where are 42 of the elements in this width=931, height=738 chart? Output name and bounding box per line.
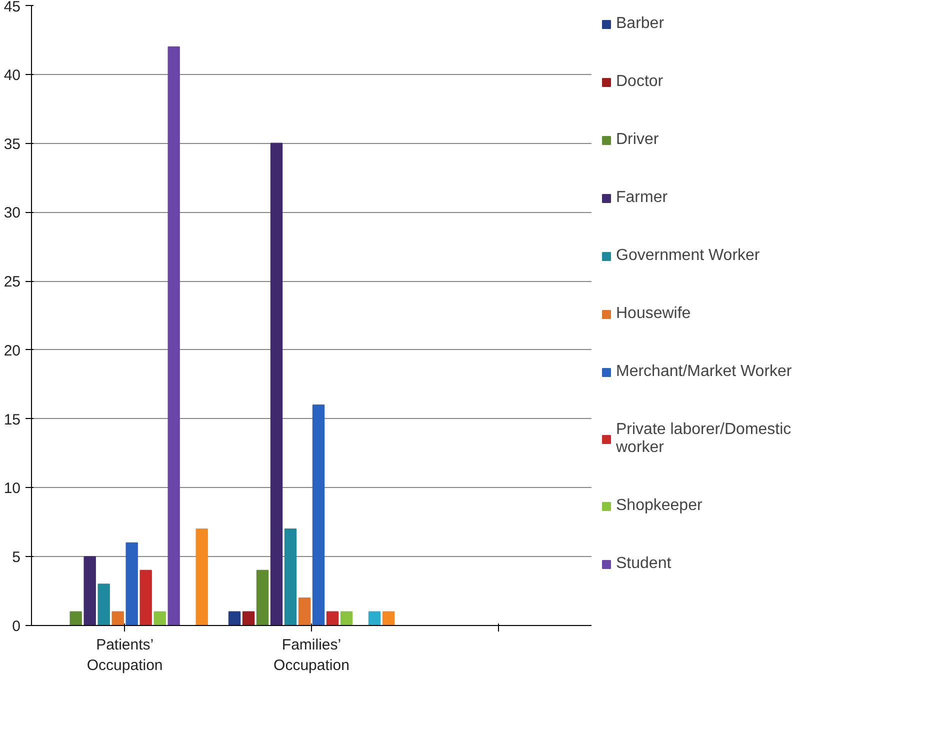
legend-label: Student <box>616 555 672 573</box>
legend-label: Shopkeeper <box>616 497 702 515</box>
legend-label: Housewife <box>616 305 691 323</box>
bar <box>140 570 152 626</box>
bar <box>196 528 208 626</box>
legend-label: Private laborer/Domestic worker <box>616 421 792 457</box>
bar <box>368 611 381 626</box>
bar <box>326 611 339 626</box>
bar <box>112 611 124 626</box>
bar <box>284 528 297 626</box>
bar <box>242 611 255 626</box>
legend-label: Government Worker <box>616 247 760 265</box>
y-tick-label: 20 <box>4 342 21 360</box>
bar <box>298 597 311 626</box>
y-tick-label: 35 <box>4 136 21 153</box>
bar <box>126 542 138 626</box>
bar <box>312 404 325 626</box>
legend-label: Merchant/Market Worker <box>616 363 792 381</box>
y-tick-label: 45 <box>4 0 21 16</box>
y-tick-label: 15 <box>4 411 21 428</box>
bar <box>382 611 395 626</box>
y-tick-label: 10 <box>4 480 21 498</box>
legend-label: Barber <box>616 15 664 33</box>
bar <box>270 142 283 626</box>
bar <box>256 570 269 626</box>
bar <box>70 611 82 626</box>
bar <box>84 556 96 626</box>
x-tick-label: Patients’ Occupation <box>86 636 163 674</box>
bar <box>340 611 353 626</box>
x-tick-label: Families’ Occupation <box>274 636 350 674</box>
bar <box>168 46 180 626</box>
y-tick-label: 5 <box>12 549 20 566</box>
y-tick-label: 40 <box>4 66 21 84</box>
legend-label: Doctor <box>616 73 664 91</box>
y-tick-label: 30 <box>4 204 21 222</box>
bar <box>228 611 241 626</box>
legend-label: Farmer <box>616 189 668 207</box>
bar <box>98 584 110 626</box>
legend-label: Driver <box>616 131 659 149</box>
y-tick-label: 0 <box>12 618 20 635</box>
y-tick-label: 25 <box>4 274 21 291</box>
bar <box>154 611 166 626</box>
